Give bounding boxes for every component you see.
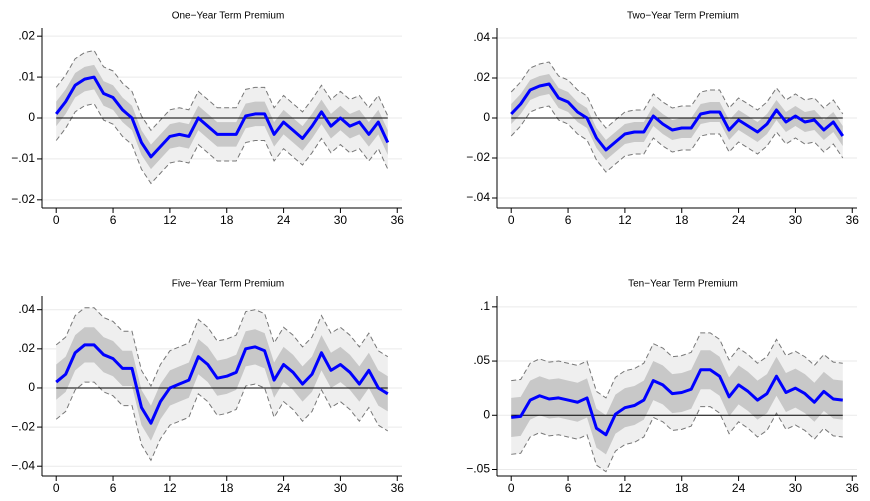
response-line [510, 82, 845, 152]
confidence-band [511, 350, 843, 455]
panel: Two−Year Term Premium −.04 −.02 0 .02 .04 0 6 12… [466, 11, 859, 228]
confidence-band [511, 62, 843, 172]
band-edge [511, 332, 843, 399]
y-tick-label: .02 [18, 341, 35, 355]
x-tick-label: 18 [675, 213, 689, 227]
y-tick-label: .04 [18, 302, 35, 316]
confidence-band [56, 327, 388, 441]
x-tick-label: 18 [675, 481, 689, 495]
y-tick-label: −.02 [11, 419, 35, 433]
x-tick-label: 36 [391, 481, 405, 495]
x-tick-label: 18 [220, 481, 234, 495]
x-tick-label: 24 [732, 481, 746, 495]
y-tick-label: −.01 [11, 151, 35, 165]
x-tick-label: 0 [53, 481, 60, 495]
y-tick-label: .01 [18, 69, 35, 83]
y-tick-label: .02 [18, 28, 35, 42]
response-line [511, 368, 843, 437]
y-tick-label: −.04 [466, 190, 490, 204]
x-tick-label: 24 [277, 481, 291, 495]
y-tick-label: −.04 [11, 458, 35, 472]
band-edge [511, 406, 843, 473]
band-edge [510, 105, 844, 173]
x-tick-label: 6 [110, 213, 117, 227]
x-tick-label: 12 [618, 481, 632, 495]
band-edge [55, 103, 389, 185]
y-tick-label: .04 [473, 30, 490, 44]
band-edge [55, 49, 389, 132]
panel-title: Two−Year Term Premium [627, 11, 739, 22]
confidence-band [511, 74, 843, 160]
response-line [55, 343, 389, 425]
panel: Five−Year Term Premium −.04 −.02 0 .02 .04 0 6 1… [11, 279, 404, 496]
panel: One−Year Term Premium −.02 −.01 0 .01 .02 0 6 12… [11, 11, 404, 228]
y-tick-label: .1 [480, 299, 490, 313]
response-line [55, 75, 390, 159]
y-tick-label: −.02 [11, 192, 35, 206]
x-tick-label: 12 [163, 481, 177, 495]
x-tick-label: 24 [732, 213, 746, 227]
y-tick-label: .02 [473, 70, 490, 84]
x-tick-label: 36 [391, 213, 405, 227]
y-tick-label: 0 [28, 380, 35, 394]
panel: Ten−Year Term Premium −.05 0 .05 .1 0 6 12 18 24 3… [466, 279, 859, 496]
panel-title: One−Year Term Premium [172, 11, 285, 22]
x-tick-label: 36 [846, 213, 860, 227]
x-tick-label: 24 [277, 213, 291, 227]
x-tick-label: 30 [334, 481, 348, 495]
x-tick-label: 12 [618, 213, 632, 227]
y-tick-label: .05 [473, 353, 490, 367]
band-edge [55, 381, 389, 462]
confidence-band [56, 64, 388, 170]
band-edge [510, 61, 844, 129]
x-tick-label: 30 [789, 213, 803, 227]
confidence-band [56, 50, 388, 184]
y-tick-label: 0 [483, 110, 490, 124]
x-tick-label: 6 [565, 213, 572, 227]
y-tick-label: 0 [483, 407, 490, 421]
y-tick-label: −.02 [466, 150, 490, 164]
band-edge [55, 307, 389, 388]
x-tick-label: 0 [53, 213, 60, 227]
x-tick-label: 36 [846, 481, 860, 495]
x-tick-label: 18 [220, 213, 234, 227]
y-tick-label: 0 [28, 110, 35, 124]
x-tick-label: 0 [508, 481, 515, 495]
panel-title: Five−Year Term Premium [172, 279, 285, 290]
x-tick-label: 30 [789, 481, 803, 495]
x-tick-label: 12 [163, 213, 177, 227]
x-tick-label: 6 [565, 481, 572, 495]
panel-title: Ten−Year Term Premium [628, 279, 738, 290]
y-tick-label: −.05 [466, 462, 490, 476]
x-tick-label: 30 [334, 213, 348, 227]
x-tick-label: 6 [110, 481, 117, 495]
x-tick-label: 0 [508, 213, 515, 227]
